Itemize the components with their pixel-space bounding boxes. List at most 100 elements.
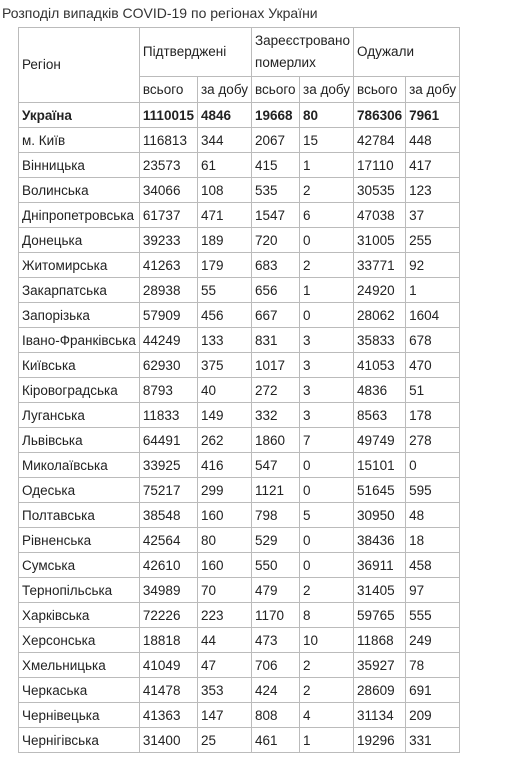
header-confirmed: Підтверджені xyxy=(138,27,253,77)
cell-c-total: 42564 xyxy=(138,527,198,553)
cell-r-daily: 48 xyxy=(405,502,461,528)
cell-r-daily: 78 xyxy=(405,652,461,678)
cell-d-total: 461 xyxy=(251,727,301,753)
cell-c-total: 62930 xyxy=(138,352,198,378)
cell-r-daily: 97 xyxy=(405,577,461,603)
cell-d-total: 272 xyxy=(251,377,301,403)
cell-region: Сумська xyxy=(18,552,140,578)
cell-r-total: 30535 xyxy=(353,177,407,203)
cell-c-total: 41263 xyxy=(138,252,198,278)
cell-r-total: 15101 xyxy=(353,452,407,478)
cell-c-daily: 133 xyxy=(196,327,253,353)
cell-r-daily: 331 xyxy=(405,727,461,753)
cell-r-total: 28062 xyxy=(353,302,407,328)
cell-r-total: 49749 xyxy=(353,427,407,453)
cell-d-total: 1170 xyxy=(251,602,301,628)
cell-r-daily: 458 xyxy=(405,552,461,578)
cell-c-total: 41049 xyxy=(138,652,198,678)
cell-d-total: 479 xyxy=(251,577,301,603)
table-row: Луганська 11833 149 332 3 8563 178 xyxy=(18,402,461,428)
cell-d-daily: 1 xyxy=(299,277,355,303)
cell-r-daily: 123 xyxy=(405,177,461,203)
cell-r-daily: 555 xyxy=(405,602,461,628)
cell-region: Україна xyxy=(18,102,140,128)
cell-region: Черкаська xyxy=(18,677,140,703)
table-row: Київська 62930 375 1017 3 41053 470 xyxy=(18,352,461,378)
cell-r-total: 31005 xyxy=(353,227,407,253)
cell-c-total: 72226 xyxy=(138,602,198,628)
cell-c-daily: 223 xyxy=(196,602,253,628)
cell-c-daily: 344 xyxy=(196,127,253,153)
cell-r-total: 19296 xyxy=(353,727,407,753)
cell-r-total: 33771 xyxy=(353,252,407,278)
cell-d-daily: 1 xyxy=(299,727,355,753)
cell-r-daily: 691 xyxy=(405,677,461,703)
cell-c-daily: 25 xyxy=(196,727,253,753)
cell-c-daily: 55 xyxy=(196,277,253,303)
table-row: Херсонська 18818 44 473 10 11868 249 xyxy=(18,627,461,653)
cell-r-total: 51645 xyxy=(353,477,407,503)
cell-d-total: 473 xyxy=(251,627,301,653)
cell-r-total: 28609 xyxy=(353,677,407,703)
cell-d-total: 332 xyxy=(251,402,301,428)
cell-d-total: 550 xyxy=(251,552,301,578)
cell-c-daily: 375 xyxy=(196,352,253,378)
cell-d-daily: 0 xyxy=(299,302,355,328)
table-row: Харківська 72226 223 1170 8 59765 555 xyxy=(18,602,461,628)
cell-d-total: 808 xyxy=(251,702,301,728)
cell-r-daily: 448 xyxy=(405,127,461,153)
cell-c-total: 44249 xyxy=(138,327,198,353)
cell-c-daily: 189 xyxy=(196,227,253,253)
header-confirmed-total: всього xyxy=(138,76,198,103)
cell-region: Одеська xyxy=(18,477,140,503)
cell-d-daily: 7 xyxy=(299,427,355,453)
cell-c-daily: 416 xyxy=(196,452,253,478)
cell-c-daily: 70 xyxy=(196,577,253,603)
table-row: Одеська 75217 299 1121 0 51645 595 xyxy=(18,477,461,503)
cell-region: Миколаївська xyxy=(18,452,140,478)
cell-c-total: 34066 xyxy=(138,177,198,203)
cell-d-total: 529 xyxy=(251,527,301,553)
cell-r-daily: 92 xyxy=(405,252,461,278)
table-row: Хмельницька 41049 47 706 2 35927 78 xyxy=(18,652,461,678)
cell-d-total: 706 xyxy=(251,652,301,678)
cell-r-total: 31134 xyxy=(353,702,407,728)
header-region: Регіон xyxy=(18,27,140,103)
cell-d-total: 19668 xyxy=(251,102,301,128)
table-row: Миколаївська 33925 416 547 0 15101 0 xyxy=(18,452,461,478)
cell-d-total: 2067 xyxy=(251,127,301,153)
cell-d-daily: 10 xyxy=(299,627,355,653)
cell-c-total: 61737 xyxy=(138,202,198,228)
cell-r-daily: 417 xyxy=(405,152,461,178)
cell-c-total: 34989 xyxy=(138,577,198,603)
table-row: Черкаська 41478 353 424 2 28609 691 xyxy=(18,677,461,703)
header-deaths-total: всього xyxy=(251,76,301,103)
cell-r-daily: 1 xyxy=(405,277,461,303)
table-row: Житомирська 41263 179 683 2 33771 92 xyxy=(18,252,461,278)
cell-d-daily: 2 xyxy=(299,652,355,678)
header-deaths-daily: за добу xyxy=(299,76,355,103)
cell-region: Тернопільська xyxy=(18,577,140,603)
cell-d-daily: 80 xyxy=(299,102,355,128)
cell-region: Вінницька xyxy=(18,152,140,178)
table-row: Чернігівська 31400 25 461 1 19296 331 xyxy=(18,727,461,753)
cell-r-total: 35927 xyxy=(353,652,407,678)
cell-d-daily: 3 xyxy=(299,402,355,428)
cell-c-total: 1110015 xyxy=(138,102,198,128)
cell-c-daily: 4846 xyxy=(196,102,253,128)
cell-r-total: 24920 xyxy=(353,277,407,303)
cell-d-total: 424 xyxy=(251,677,301,703)
cell-d-daily: 3 xyxy=(299,327,355,353)
cell-region: Запорізька xyxy=(18,302,140,328)
table-row: Закарпатська 28938 55 656 1 24920 1 xyxy=(18,277,461,303)
header-deaths: Зареєстровано померлих xyxy=(251,27,355,77)
cell-region: Чернівецька xyxy=(18,702,140,728)
cell-d-daily: 4 xyxy=(299,702,355,728)
cell-d-total: 535 xyxy=(251,177,301,203)
cell-c-total: 41478 xyxy=(138,677,198,703)
cell-c-total: 39233 xyxy=(138,227,198,253)
cell-c-daily: 47 xyxy=(196,652,253,678)
table-caption: Розподіл випадків COVID-19 по регіонах У… xyxy=(2,5,318,21)
cell-d-total: 720 xyxy=(251,227,301,253)
cell-r-daily: 209 xyxy=(405,702,461,728)
